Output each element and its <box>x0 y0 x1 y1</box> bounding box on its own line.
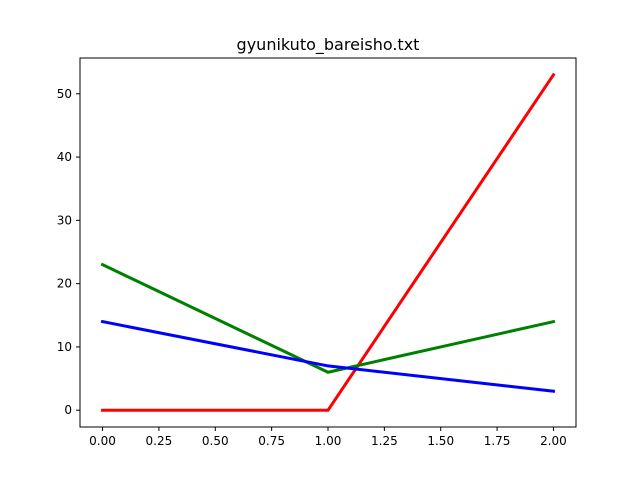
x-tick-label: 1.00 <box>315 434 342 448</box>
x-tick-label: 1.50 <box>427 434 454 448</box>
axes-layer: 0.00 0.25 0.50 0.75 1.00 1.25 1.50 1.75 2.00 0 10 2… <box>57 57 577 448</box>
series-line-3 <box>100 319 556 393</box>
y-tick-label: 40 <box>57 150 72 164</box>
x-tick-label: 1.25 <box>371 434 398 448</box>
x-tick-label: 0.00 <box>89 434 116 448</box>
series-line-2 <box>100 262 556 374</box>
x-tick-label: 2.00 <box>540 434 567 448</box>
x-tick-label: 1.75 <box>484 434 511 448</box>
y-tick-label: 0 <box>64 403 72 417</box>
y-tick-label: 30 <box>57 213 72 227</box>
chart-title: gyunikuto_bareisho.txt <box>237 35 420 55</box>
y-tick-label: 50 <box>57 87 72 101</box>
x-tick-label: 0.25 <box>146 434 173 448</box>
y-tick-label: 20 <box>57 277 72 291</box>
x-tick-label: 0.50 <box>202 434 229 448</box>
series-line-1 <box>101 72 556 412</box>
y-tick-label: 10 <box>57 340 72 354</box>
series-layer <box>100 72 556 412</box>
x-tick-label: 0.75 <box>258 434 285 448</box>
